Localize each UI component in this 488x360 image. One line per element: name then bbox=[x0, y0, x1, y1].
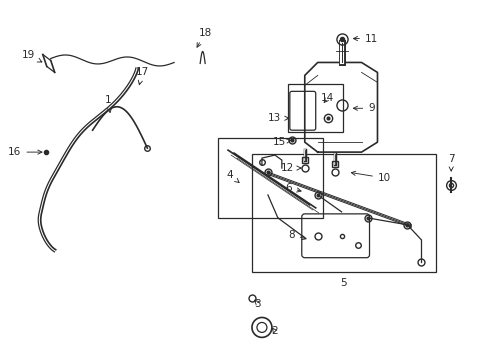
Text: 12: 12 bbox=[281, 163, 300, 173]
Text: 11: 11 bbox=[353, 33, 377, 44]
Text: 1: 1 bbox=[105, 95, 112, 112]
Text: 7: 7 bbox=[447, 154, 453, 171]
Bar bbox=[251, 154, 435, 272]
Bar bbox=[218, 138, 322, 218]
Text: 4: 4 bbox=[226, 170, 239, 183]
Text: 14: 14 bbox=[321, 93, 334, 103]
Text: 6: 6 bbox=[285, 183, 301, 193]
Text: 3: 3 bbox=[254, 298, 261, 309]
Text: 2: 2 bbox=[271, 327, 278, 336]
Text: 18: 18 bbox=[197, 28, 211, 47]
Text: 19: 19 bbox=[22, 50, 42, 62]
Text: 16: 16 bbox=[8, 147, 42, 157]
Text: 9: 9 bbox=[353, 103, 374, 113]
Text: 17: 17 bbox=[136, 67, 149, 85]
Text: 5: 5 bbox=[340, 278, 346, 288]
Text: 10: 10 bbox=[350, 171, 390, 183]
Text: 15: 15 bbox=[273, 137, 290, 147]
Text: 13: 13 bbox=[268, 113, 288, 123]
Bar bbox=[287, 84, 342, 132]
Text: 8: 8 bbox=[287, 230, 305, 240]
